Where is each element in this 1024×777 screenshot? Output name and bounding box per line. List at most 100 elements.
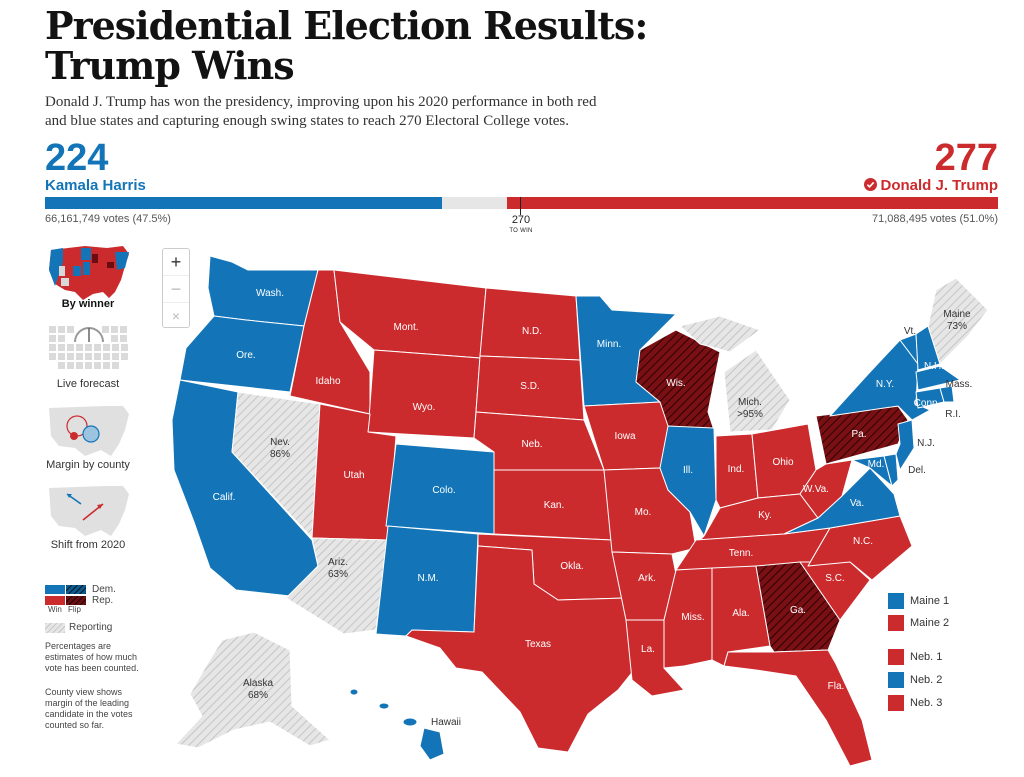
label-michigan: Mich. <box>738 397 762 408</box>
label-vermont: Vt. <box>904 326 916 337</box>
rep-flip-swatch <box>66 596 86 605</box>
threshold-marker <box>520 197 521 215</box>
label-texas: Texas <box>525 639 551 650</box>
harris-popular-vote: 66,161,749 votes (47.5%) <box>45 213 171 225</box>
state-north-dakota[interactable] <box>479 287 581 361</box>
label-indiana: Ind. <box>728 464 745 475</box>
harris-electoral-bar <box>45 197 442 209</box>
label-delaware: Del. <box>908 465 926 476</box>
label-washington: Wash. <box>256 288 284 299</box>
state-illinois[interactable] <box>659 425 717 537</box>
state-wyoming[interactable] <box>367 349 481 439</box>
state-michigan-up[interactable] <box>679 315 761 353</box>
label-minnesota: Minn. <box>597 339 621 350</box>
state-new-york[interactable] <box>829 339 931 421</box>
label-north-dakota: N.D. <box>522 326 542 337</box>
state-alaska[interactable] <box>175 631 331 749</box>
label-georgia: Ga. <box>790 605 806 616</box>
label-south-carolina: S.C. <box>825 573 844 584</box>
view-margin-by-county-label[interactable]: Margin by county <box>46 459 130 471</box>
label-nevada-pct: 86% <box>270 449 290 460</box>
state-delaware[interactable] <box>883 453 899 487</box>
label-idaho: Idaho <box>315 376 340 387</box>
zoom-out-button[interactable]: − <box>163 276 189 303</box>
label-north-carolina: N.C. <box>853 536 873 547</box>
label-massachusetts: Mass. <box>946 379 973 390</box>
reset-button[interactable]: × <box>171 308 181 324</box>
view-live-forecast-thumbnail[interactable] <box>45 320 131 382</box>
state-new-jersey[interactable] <box>895 419 915 471</box>
label-montana: Mont. <box>393 322 418 333</box>
maine-1-swatch <box>888 593 904 609</box>
neb-3-swatch <box>888 695 904 711</box>
dem-win-swatch <box>45 585 65 594</box>
label-missouri: Mo. <box>635 507 652 518</box>
check-circle-icon <box>864 178 878 191</box>
note-percentages: Percentages are estimates of how much vo… <box>45 641 139 673</box>
label-iowa: Iowa <box>614 431 636 442</box>
dem-flip-swatch <box>66 585 86 594</box>
legend-win: Win <box>48 605 62 614</box>
neb-1-swatch <box>888 649 904 665</box>
state-hawaii-oahu[interactable] <box>378 702 390 710</box>
label-tennessee: Tenn. <box>729 548 753 559</box>
threshold-label: TO WIN <box>509 228 533 234</box>
view-live-forecast-label[interactable]: Live forecast <box>56 378 120 390</box>
maine-1-label: Maine 1 <box>910 594 950 607</box>
label-florida: Fla. <box>828 681 845 692</box>
harris-name: Kamala Harris <box>45 177 146 194</box>
zoom-in-button[interactable]: + <box>163 249 189 276</box>
label-nevada: Nev. <box>270 437 290 448</box>
state-texas[interactable] <box>405 545 635 753</box>
legend-dem: Dem. <box>92 584 116 595</box>
legend-flip: Flip <box>68 605 81 614</box>
label-nebraska: Neb. <box>521 439 542 450</box>
state-hawaii-kauai[interactable] <box>349 688 359 696</box>
label-michigan-pct: >95% <box>737 409 763 420</box>
state-massachusetts[interactable] <box>915 365 961 391</box>
label-west-virginia: W.Va. <box>803 484 829 495</box>
state-montana[interactable] <box>333 269 487 359</box>
split-district-maine-1[interactable]: Maine 1 <box>888 593 949 609</box>
state-oregon[interactable] <box>179 315 305 393</box>
neb-1-label: Neb. 1 <box>910 650 943 663</box>
label-utah: Utah <box>343 470 364 481</box>
state-florida[interactable] <box>723 649 873 767</box>
split-district-neb-3[interactable]: Neb. 3 <box>888 695 942 711</box>
neb-2-swatch <box>888 672 904 688</box>
split-district-maine-2[interactable]: Maine 2 <box>888 615 949 631</box>
label-arizona-pct: 63% <box>328 569 348 580</box>
split-district-neb-2[interactable]: Neb. 2 <box>888 672 942 688</box>
view-shift-from-2020-label[interactable]: Shift from 2020 <box>50 539 126 551</box>
legend-reporting: Reporting <box>69 622 113 633</box>
legend-rep: Rep. <box>92 595 114 606</box>
view-shift-from-2020-thumbnail[interactable] <box>45 480 131 542</box>
view-margin-by-county-thumbnail[interactable] <box>45 400 131 462</box>
label-pennsylvania: Pa. <box>851 429 866 440</box>
label-oregon: Ore. <box>236 350 255 361</box>
view-by-winner-thumbnail[interactable] <box>45 240 131 302</box>
zoom-controls: + − × <box>162 248 190 328</box>
neb-2-label: Neb. 2 <box>910 673 943 686</box>
label-arizona: Ariz. <box>328 557 348 568</box>
neb-3-label: Neb. 3 <box>910 696 943 709</box>
label-mississippi: Miss. <box>681 612 704 623</box>
state-hawaii-big-island[interactable] <box>419 727 445 761</box>
label-kansas: Kan. <box>544 500 565 511</box>
label-alabama: Ala. <box>732 608 749 619</box>
split-district-neb-1[interactable]: Neb. 1 <box>888 649 942 665</box>
label-ohio: Ohio <box>772 457 794 468</box>
label-new-york: N.Y. <box>876 379 894 390</box>
label-maine: Maine <box>943 309 971 320</box>
state-rhode-island[interactable] <box>939 385 955 403</box>
uncalled-bar <box>442 197 507 209</box>
rep-win-swatch <box>45 596 65 605</box>
label-kentucky: Ky. <box>758 510 772 521</box>
trump-electoral-bar <box>507 197 998 209</box>
state-maine[interactable] <box>927 277 989 365</box>
view-by-winner-label[interactable]: By winner <box>61 298 115 310</box>
state-hawaii-maui[interactable] <box>402 717 418 727</box>
label-new-mexico: N.M. <box>417 573 438 584</box>
label-virginia: Va. <box>850 498 864 509</box>
state-michigan[interactable] <box>723 349 791 433</box>
